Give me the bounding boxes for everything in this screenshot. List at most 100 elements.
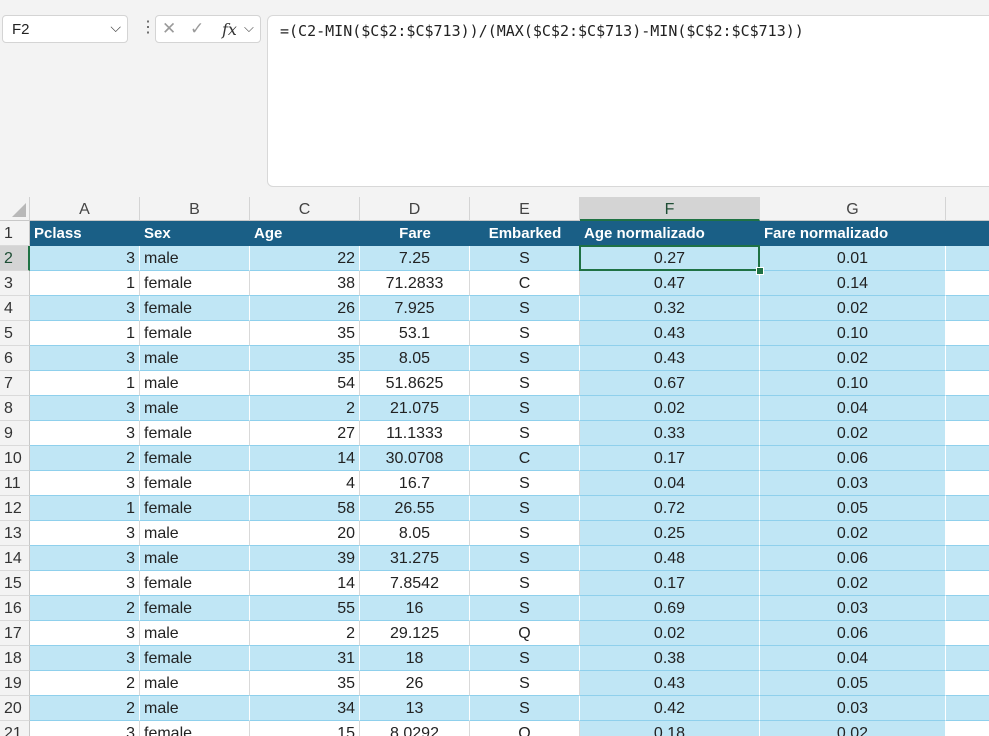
table-cell[interactable]: 16.7	[360, 471, 470, 496]
table-cell[interactable]: male	[140, 671, 250, 696]
row-header[interactable]: 13	[0, 521, 30, 546]
row-header[interactable]: 9	[0, 421, 30, 446]
table-cell[interactable]: 0.04	[760, 646, 946, 671]
table-cell[interactable]: 0.02	[760, 721, 946, 736]
table-cell[interactable]: female	[140, 596, 250, 621]
table-cell[interactable]	[946, 271, 989, 296]
table-cell[interactable]: 4	[250, 471, 360, 496]
table-header-cell[interactable]: Fare normalizado	[760, 221, 946, 246]
table-cell[interactable]: male	[140, 396, 250, 421]
table-cell[interactable]: C	[470, 446, 580, 471]
table-cell[interactable]: 27	[250, 421, 360, 446]
row-header[interactable]: 8	[0, 396, 30, 421]
row-header[interactable]: 15	[0, 571, 30, 596]
table-cell[interactable]: 31	[250, 646, 360, 671]
table-cell[interactable]: 0.42	[580, 696, 760, 721]
row-header[interactable]: 6	[0, 346, 30, 371]
table-cell[interactable]: S	[470, 396, 580, 421]
table-cell[interactable]: S	[470, 496, 580, 521]
table-cell[interactable]: 0.02	[760, 296, 946, 321]
table-cell[interactable]: 0.06	[760, 446, 946, 471]
table-cell[interactable]: 0.43	[580, 321, 760, 346]
table-cell[interactable]: 0.03	[760, 596, 946, 621]
row-header[interactable]: 19	[0, 671, 30, 696]
table-cell[interactable]: female	[140, 571, 250, 596]
table-cell[interactable]: 26	[360, 671, 470, 696]
table-cell[interactable]: S	[470, 646, 580, 671]
table-cell[interactable]: 22	[250, 246, 360, 271]
table-cell[interactable]: 0.02	[760, 571, 946, 596]
table-header-cell[interactable]: Pclass	[30, 221, 140, 246]
table-cell[interactable]: female	[140, 296, 250, 321]
table-cell[interactable]: S	[470, 521, 580, 546]
table-cell[interactable]: 2	[30, 446, 140, 471]
table-cell[interactable]: 3	[30, 521, 140, 546]
table-cell[interactable]: 2	[250, 396, 360, 421]
table-cell[interactable]: 0.48	[580, 546, 760, 571]
table-cell[interactable]: 8.0292	[360, 721, 470, 736]
table-cell[interactable]	[946, 371, 989, 396]
table-cell[interactable]: 54	[250, 371, 360, 396]
table-cell[interactable]: 2	[30, 596, 140, 621]
name-box[interactable]: F2 ⌵	[2, 15, 128, 43]
table-cell[interactable]: 14	[250, 446, 360, 471]
table-cell[interactable]: female	[140, 496, 250, 521]
row-header[interactable]: 12	[0, 496, 30, 521]
table-cell[interactable]: S	[470, 321, 580, 346]
table-cell[interactable]: female	[140, 321, 250, 346]
table-cell[interactable]: C	[470, 271, 580, 296]
table-cell[interactable]: 26	[250, 296, 360, 321]
table-cell[interactable]	[946, 621, 989, 646]
table-header-cell[interactable]: Sex	[140, 221, 250, 246]
column-header-e[interactable]: E	[470, 197, 580, 221]
table-cell[interactable]	[946, 321, 989, 346]
table-cell[interactable]: 0.38	[580, 646, 760, 671]
row-header[interactable]: 21	[0, 721, 30, 736]
table-cell[interactable]	[946, 346, 989, 371]
column-header-c[interactable]: C	[250, 197, 360, 221]
table-cell[interactable]: S	[470, 421, 580, 446]
column-header-d[interactable]: D	[360, 197, 470, 221]
column-header-h[interactable]	[946, 197, 989, 221]
row-header[interactable]: 1	[0, 221, 30, 246]
table-cell[interactable]	[946, 421, 989, 446]
table-cell[interactable]: 0.43	[580, 671, 760, 696]
table-cell[interactable]: 0.02	[760, 421, 946, 446]
table-cell[interactable]: 7.25	[360, 246, 470, 271]
table-cell[interactable]: S	[470, 471, 580, 496]
fill-handle[interactable]	[756, 267, 764, 275]
table-cell[interactable]: 3	[30, 546, 140, 571]
table-cell[interactable]: female	[140, 446, 250, 471]
table-cell[interactable]: male	[140, 621, 250, 646]
table-cell[interactable]	[946, 471, 989, 496]
table-header-cell[interactable]: Embarked	[470, 221, 580, 246]
table-cell[interactable]: male	[140, 521, 250, 546]
table-cell[interactable]: 31.275	[360, 546, 470, 571]
table-cell[interactable]	[946, 496, 989, 521]
table-cell[interactable]: female	[140, 721, 250, 736]
table-cell[interactable]	[946, 521, 989, 546]
table-cell[interactable]: 3	[30, 571, 140, 596]
enter-icon[interactable]: ✓	[190, 19, 205, 38]
table-cell[interactable]: S	[470, 671, 580, 696]
table-cell[interactable]: male	[140, 346, 250, 371]
table-header-cell[interactable]: Age	[250, 221, 360, 246]
insert-function-icon[interactable]: fx	[222, 20, 237, 39]
table-cell[interactable]: 1	[30, 496, 140, 521]
column-header-g[interactable]: G	[760, 197, 946, 221]
table-cell[interactable]: 0.06	[760, 546, 946, 571]
table-cell[interactable]: 0.27	[580, 246, 760, 271]
table-cell[interactable]: 0.10	[760, 321, 946, 346]
table-cell[interactable]: 0.33	[580, 421, 760, 446]
table-cell[interactable]: 0.03	[760, 471, 946, 496]
table-cell[interactable]: 3	[30, 396, 140, 421]
table-cell[interactable]: female	[140, 421, 250, 446]
table-cell[interactable]: S	[470, 596, 580, 621]
table-cell[interactable]: S	[470, 696, 580, 721]
table-cell[interactable]: male	[140, 371, 250, 396]
table-cell[interactable]: 0.32	[580, 296, 760, 321]
table-cell[interactable]: 0.67	[580, 371, 760, 396]
table-cell[interactable]: 29.125	[360, 621, 470, 646]
select-all-button[interactable]	[0, 197, 30, 221]
table-cell[interactable]: 1	[30, 371, 140, 396]
